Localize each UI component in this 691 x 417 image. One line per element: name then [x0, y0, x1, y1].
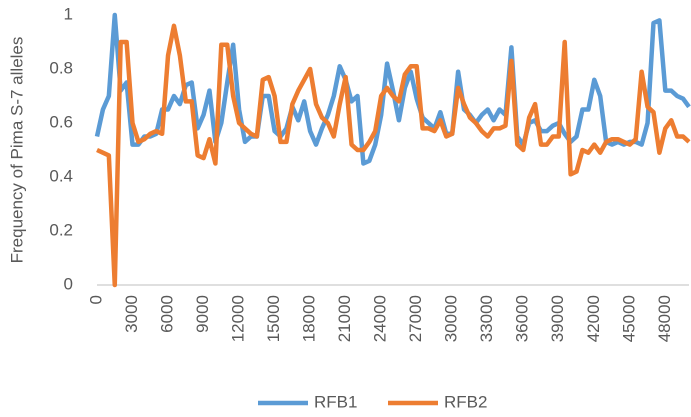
x-tick-label: 15000	[264, 295, 283, 342]
y-axis-title: Frequency of Pima S-7 alleles	[7, 37, 26, 264]
x-tick-label: 45000	[619, 295, 638, 342]
x-tick-label: 48000	[655, 295, 674, 342]
y-tick-label: 0.2	[49, 220, 73, 239]
x-tick-label: 18000	[300, 295, 319, 342]
line-series	[96, 23, 691, 288]
y-tick-label: 0.8	[49, 58, 73, 77]
y-tick-label: 0.6	[49, 112, 73, 131]
x-tick-label: 39000	[548, 295, 567, 342]
x-tick-label: 21000	[335, 295, 354, 342]
legend-label: RFB2	[444, 392, 487, 411]
x-tick-label: 0	[86, 295, 105, 304]
legend-label: RFB1	[314, 392, 357, 411]
x-tick-label: 33000	[477, 295, 496, 342]
x-tick-label: 12000	[229, 295, 248, 342]
y-tick-label: 0	[64, 274, 73, 293]
x-tick-label: 30000	[442, 295, 461, 342]
x-tick-label: 9000	[193, 295, 212, 333]
x-tick-label: 27000	[406, 295, 425, 342]
x-tick-label: 24000	[371, 295, 390, 342]
x-tick-label: 42000	[584, 295, 603, 342]
y-tick-label: 0.4	[49, 166, 73, 185]
y-tick-label: 1	[64, 4, 73, 23]
x-tick-label: 36000	[513, 295, 532, 342]
x-tick-label: 6000	[158, 295, 177, 333]
line-series	[94, 12, 691, 166]
x-tick-label: 3000	[122, 295, 141, 333]
